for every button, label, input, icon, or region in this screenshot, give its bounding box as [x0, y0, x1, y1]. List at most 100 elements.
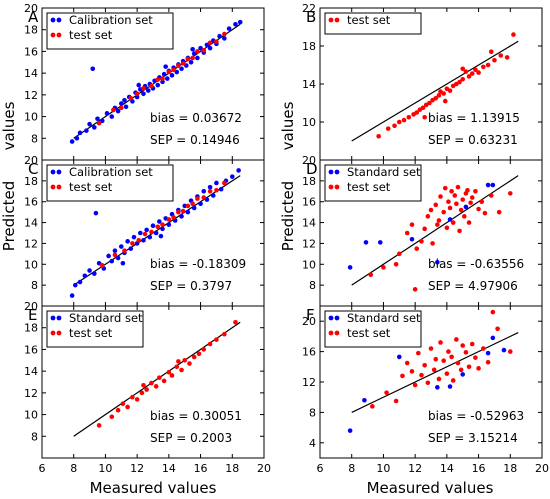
fit-line — [73, 321, 241, 437]
data-point-calibration-set — [198, 201, 203, 207]
legend-label: Standard set — [347, 311, 421, 325]
legend-label: test set — [347, 180, 391, 194]
data-point-test-set — [444, 371, 450, 376]
sep-annotation: SEP = 3.15214 — [428, 431, 518, 445]
data-point-calibration-set — [164, 76, 170, 81]
data-point-calibration-set — [153, 230, 159, 236]
data-point-standard-set — [377, 240, 383, 245]
y-tick-label: 12 — [24, 387, 38, 400]
data-point-test-set — [488, 193, 494, 198]
data-point-calibration-set — [73, 282, 78, 288]
legend-label: Standard set — [347, 165, 421, 179]
data-point-test-set — [433, 95, 439, 101]
y-tick-label: 10 — [302, 258, 316, 271]
bias-annotation: bias = -0.52963 — [428, 409, 524, 423]
data-point-test-set — [507, 349, 513, 354]
y-tick-label: 16 — [302, 196, 316, 209]
data-point-test-set — [130, 241, 135, 246]
y-tick-label: 18 — [302, 40, 316, 53]
data-point-test-set — [144, 387, 149, 392]
data-point-calibration-set — [87, 268, 92, 273]
legend-box — [324, 164, 422, 202]
data-point-calibration-set — [92, 271, 97, 276]
data-point-calibration-set — [120, 260, 126, 266]
data-point-test-set — [207, 188, 213, 194]
legend-box — [46, 164, 174, 202]
y-tick-label: 14 — [24, 67, 38, 80]
data-point-calibration-set — [84, 128, 89, 133]
data-point-test-set — [176, 209, 181, 215]
y-tick-label: 16 — [24, 343, 38, 356]
legend-marker — [328, 17, 334, 23]
data-point-calibration-set — [237, 19, 243, 25]
y-tick-label: 4 — [309, 437, 316, 450]
data-point-test-set — [191, 354, 197, 360]
data-point-test-set — [136, 238, 142, 243]
data-point-test-set — [409, 222, 415, 227]
data-point-calibration-set — [104, 111, 110, 116]
y-axis-label-predicted-right: Predicted — [279, 181, 297, 251]
data-point-calibration-set — [109, 258, 115, 264]
data-point-test-set — [482, 210, 488, 216]
legend-marker — [50, 17, 56, 23]
data-point-calibration-set — [169, 73, 175, 78]
data-point-test-set — [196, 351, 202, 357]
data-point-test-set — [460, 76, 466, 82]
data-point-test-set — [99, 263, 105, 268]
legend-label: Calibration set — [69, 165, 153, 179]
legend-marker — [50, 184, 56, 190]
bias-annotation: bias = 0.03672 — [150, 111, 242, 125]
legend-marker — [56, 17, 62, 23]
data-point-test-set — [176, 63, 181, 68]
legend-marker — [50, 32, 56, 38]
data-point-test-set — [155, 224, 161, 230]
data-point-calibration-set — [109, 114, 115, 119]
data-point-test-set — [149, 380, 154, 386]
data-point-standard-set — [363, 240, 369, 245]
y-tick-label: 16 — [24, 45, 38, 58]
data-point-test-set — [466, 74, 472, 79]
panel-b: B 10 14 18 22 test set bias = 1.13915 SEP = 0.6… — [302, 2, 543, 161]
data-point-calibration-set — [131, 234, 137, 240]
data-point-test-set — [476, 366, 481, 371]
x-axis-label-left: Measured values — [90, 479, 217, 497]
data-point-test-set — [438, 340, 443, 345]
data-point-calibration-set — [207, 184, 213, 190]
data-point-calibration-set — [69, 139, 75, 144]
data-point-test-set — [422, 114, 427, 120]
data-point-test-set — [396, 251, 402, 257]
data-point-standard-set — [463, 204, 469, 210]
data-point-test-set — [412, 287, 418, 292]
data-point-test-set — [449, 354, 454, 360]
data-point-test-set — [438, 194, 443, 199]
y-tick-label: 8 — [309, 406, 316, 419]
data-point-calibration-set — [82, 273, 88, 279]
data-point-standard-set — [347, 265, 353, 270]
data-point-test-set — [406, 114, 412, 120]
data-point-standard-set — [396, 354, 402, 360]
data-point-test-set — [160, 222, 165, 227]
data-point-calibration-set — [125, 239, 130, 244]
legend-marker — [56, 32, 62, 38]
data-point-calibration-set — [118, 101, 124, 106]
data-point-test-set — [176, 359, 181, 364]
x-tick-label: 16 — [194, 462, 208, 475]
data-point-test-set — [414, 110, 420, 115]
legend-marker — [334, 169, 340, 175]
x-tick-label: 18 — [503, 462, 517, 475]
legend-label: test set — [69, 180, 113, 194]
data-point-test-set — [436, 376, 442, 382]
data-point-test-set — [433, 202, 439, 208]
legend-marker — [328, 315, 334, 321]
y-tick-label: 20 — [24, 154, 38, 167]
data-point-calibration-set — [141, 91, 146, 97]
y-tick-label: 14 — [24, 217, 38, 230]
data-point-test-set — [195, 49, 200, 54]
data-point-calibration-set — [112, 248, 118, 254]
legend-marker — [56, 169, 62, 175]
x-tick-label: 8 — [70, 462, 77, 475]
data-point-test-set — [427, 100, 432, 106]
data-point-calibration-set — [179, 214, 184, 219]
data-point-calibration-set — [217, 33, 222, 39]
x-tick-label: 6 — [317, 462, 324, 475]
